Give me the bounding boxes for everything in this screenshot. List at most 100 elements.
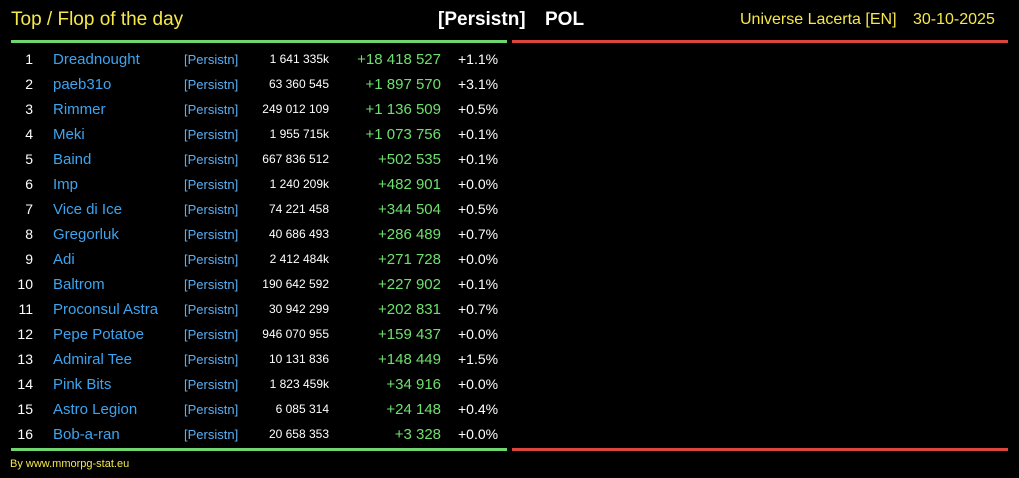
score-cell: 667 836 512 [262, 152, 329, 166]
alliance-tag-link[interactable]: [Persistn] [184, 277, 239, 292]
delta-cell: +1 897 570 [365, 76, 442, 93]
score-cell: 1 240 209k [269, 177, 329, 191]
player-link[interactable]: Admiral Tee [53, 351, 132, 368]
table-row: 15 Astro Legion [Persistn] 6 085 314 +24… [11, 397, 506, 422]
percent-cell: +0.0% [458, 376, 499, 392]
score-cell: 1 641 335k [269, 52, 329, 66]
alliance-tag-link[interactable]: [Persistn] [184, 402, 239, 417]
table-row: 12 Pepe Potatoe [Persistn] 946 070 955 +… [11, 322, 506, 347]
score-cell: 20 658 353 [268, 427, 329, 441]
table-row: 16 Bob-a-ran [Persistn] 20 658 353 +3 32… [11, 422, 506, 447]
rank-cell: 11 [18, 301, 33, 317]
score-cell: 40 686 493 [268, 227, 329, 241]
alliance-tag-link[interactable]: [Persistn] [184, 252, 239, 267]
rank-cell: 15 [17, 401, 33, 417]
rank-cell: 16 [17, 426, 33, 442]
score-cell: 63 360 545 [268, 77, 329, 91]
rank-cell: 10 [17, 276, 33, 292]
alliance-tag-link[interactable]: [Persistn] [184, 327, 239, 342]
alliance-tag-link[interactable]: [Persistn] [184, 52, 239, 67]
alliance-tag-link[interactable]: [Persistn] [184, 77, 239, 92]
player-link[interactable]: Vice di Ice [53, 201, 122, 218]
player-link[interactable]: Bob-a-ran [53, 426, 120, 443]
table-row: 7 Vice di Ice [Persistn] 74 221 458 +344… [11, 197, 506, 222]
alliance-tag-link[interactable]: [Persistn] [184, 102, 239, 117]
delta-cell: +148 449 [378, 351, 441, 368]
score-cell: 30 942 299 [268, 302, 329, 316]
score-cell: 249 012 109 [262, 102, 329, 116]
alliance-tag-link[interactable]: [Persistn] [184, 377, 239, 392]
alliance-tag-link[interactable]: [Persistn] [184, 152, 239, 167]
score-cell: 946 070 955 [262, 327, 329, 341]
score-cell: 74 221 458 [268, 202, 329, 216]
percent-cell: +1.5% [458, 351, 499, 367]
percent-cell: +0.0% [458, 426, 499, 442]
alliance-name: [Persistn] [438, 9, 526, 30]
table-row: 1 Dreadnought [Persistn] 1 641 335k +18 … [11, 47, 506, 72]
rank-cell: 13 [17, 351, 33, 367]
table-row: 6 Imp [Persistn] 1 240 209k +482 901 +0.… [11, 172, 506, 197]
rank-cell: 3 [25, 101, 33, 117]
player-link[interactable]: Pepe Potatoe [53, 326, 144, 343]
rank-cell: 9 [25, 251, 33, 267]
table-row: 4 Meki [Persistn] 1 955 715k +1 073 756 … [11, 122, 506, 147]
rank-cell: 5 [25, 151, 33, 167]
alliance-tag-link[interactable]: [Persistn] [184, 127, 239, 142]
percent-cell: +0.1% [458, 151, 499, 167]
alliance-tag-link[interactable]: [Persistn] [184, 352, 239, 367]
player-link[interactable]: Meki [53, 126, 85, 143]
rank-cell: 4 [25, 126, 33, 142]
score-cell: 10 131 836 [268, 352, 329, 366]
table-row: 13 Admiral Tee [Persistn] 10 131 836 +14… [11, 347, 506, 372]
score-cell: 190 642 592 [262, 277, 329, 291]
score-cell: 1 955 715k [269, 127, 329, 141]
player-link[interactable]: Pink Bits [53, 376, 112, 393]
rank-cell: 8 [25, 226, 33, 242]
alliance-tag-link[interactable]: [Persistn] [184, 302, 239, 317]
percent-cell: +0.1% [458, 126, 499, 142]
delta-cell: +202 831 [378, 301, 441, 318]
percent-cell: +0.0% [458, 251, 499, 267]
delta-cell: +286 489 [378, 226, 441, 243]
delta-cell: +482 901 [378, 176, 441, 193]
score-cell: 1 823 459k [269, 377, 329, 391]
top-divider-green [11, 40, 507, 43]
percent-cell: +0.5% [458, 201, 499, 217]
delta-cell: +344 504 [378, 201, 441, 218]
player-link[interactable]: Imp [53, 176, 79, 193]
table-row: 8 Gregorluk [Persistn] 40 686 493 +286 4… [11, 222, 506, 247]
delta-cell: +3 328 [394, 426, 441, 443]
player-link[interactable]: Astro Legion [53, 401, 138, 418]
player-link[interactable]: Rimmer [53, 101, 106, 118]
score-cell: 2 412 484k [269, 252, 329, 266]
percent-cell: +0.4% [458, 401, 499, 417]
alliance-tag-link[interactable]: [Persistn] [184, 427, 239, 442]
delta-cell: +227 902 [378, 276, 441, 293]
player-link[interactable]: Proconsul Astra [53, 301, 159, 318]
player-link[interactable]: Baind [53, 151, 92, 168]
table-row: 3 Rimmer [Persistn] 249 012 109 +1 136 5… [11, 97, 506, 122]
alliance-tag-link[interactable]: [Persistn] [184, 227, 239, 242]
delta-cell: +1 136 509 [365, 101, 442, 118]
table-row: 10 Baltrom [Persistn] 190 642 592 +227 9… [11, 272, 506, 297]
player-link[interactable]: Dreadnought [53, 51, 140, 68]
player-link[interactable]: Adi [53, 251, 75, 268]
percent-cell: +0.7% [458, 301, 499, 317]
percent-cell: +0.0% [458, 176, 499, 192]
bottom-divider-red [512, 448, 1008, 451]
score-cell: 6 085 314 [275, 402, 329, 416]
percent-cell: +0.7% [458, 226, 499, 242]
alliance-tag: POL [545, 9, 585, 30]
player-link[interactable]: Baltrom [53, 276, 105, 293]
delta-cell: +159 437 [378, 326, 441, 343]
player-link[interactable]: Gregorluk [53, 226, 119, 243]
player-link[interactable]: paeb31o [53, 76, 112, 93]
delta-cell: +34 916 [386, 376, 441, 393]
bottom-divider-green [11, 448, 507, 451]
alliance-tag-link[interactable]: [Persistn] [184, 202, 239, 217]
alliance-tag-link[interactable]: [Persistn] [184, 177, 239, 192]
rank-cell: 12 [17, 326, 33, 342]
footer-credit[interactable]: By www.mmorpg-stat.eu [10, 458, 130, 470]
rank-cell: 7 [25, 201, 33, 217]
table-row: 2 paeb31o [Persistn] 63 360 545 +1 897 5… [11, 72, 506, 97]
